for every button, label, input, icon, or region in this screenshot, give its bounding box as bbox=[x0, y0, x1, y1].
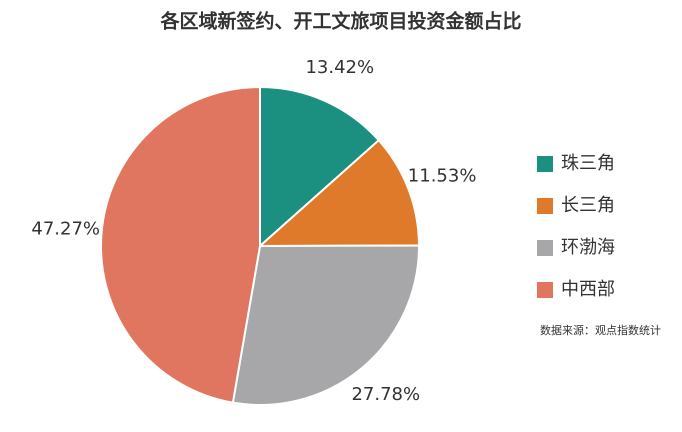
pie-slice bbox=[231, 244, 420, 406]
legend-swatch bbox=[537, 240, 553, 256]
legend-label: 珠三角 bbox=[561, 153, 615, 174]
pie-slice bbox=[257, 138, 421, 248]
legend-swatch bbox=[537, 282, 553, 298]
chart-title: 各区域新签约、开工文旅项目投资金额占比 bbox=[159, 10, 521, 33]
legend-swatch bbox=[537, 198, 553, 214]
data-label: 11.53% bbox=[408, 165, 477, 186]
pie-slice bbox=[100, 85, 261, 404]
legend-label: 中西部 bbox=[561, 279, 615, 300]
legend-label: 环渤海 bbox=[561, 237, 615, 258]
data-label: 13.42% bbox=[305, 57, 374, 78]
data-label: 47.27% bbox=[31, 218, 100, 239]
source-note: 数据来源：观点指数统计 bbox=[540, 323, 661, 337]
data-label: 27.78% bbox=[351, 384, 420, 405]
legend-label: 长三角 bbox=[561, 195, 615, 216]
legend-swatch bbox=[537, 156, 553, 172]
pie-slice bbox=[259, 85, 381, 249]
